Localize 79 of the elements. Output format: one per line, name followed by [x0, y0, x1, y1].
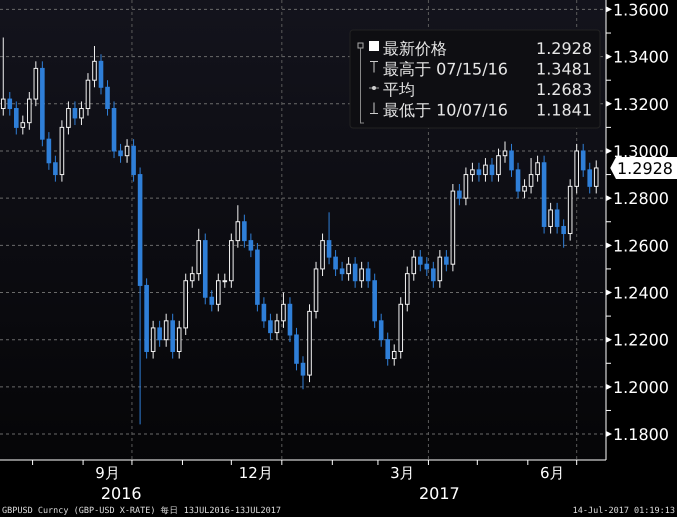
- candlestick: [150, 320, 156, 360]
- candlestick: [53, 155, 58, 182]
- candlestick: [190, 266, 195, 288]
- candlestick: [411, 250, 416, 282]
- candlestick: [444, 250, 449, 272]
- candlestick: [359, 261, 364, 288]
- y-tick-label: 1.1800: [613, 425, 669, 444]
- candlestick: [378, 313, 384, 348]
- candlestick: [580, 143, 586, 178]
- x-tick-label: 3月: [390, 464, 415, 482]
- candlestick: [476, 162, 482, 182]
- candlestick: [326, 212, 332, 265]
- candlestick: [20, 115, 26, 135]
- candlestick: [340, 261, 344, 282]
- candlestick: [14, 100, 19, 135]
- candlestick: [157, 320, 162, 348]
- candlestick: [561, 218, 566, 248]
- candlestick: [216, 273, 221, 312]
- candlestick: [366, 261, 370, 288]
- text: 平均 1.2683: [383, 80, 592, 99]
- candlestick: [352, 256, 358, 288]
- candlestick: [424, 256, 430, 276]
- candlestick: [464, 166, 468, 206]
- x-tick-label: 6月: [540, 464, 565, 482]
- candlestick: [176, 320, 182, 360]
- text: 最高于 07/15/16 1.3481: [383, 60, 592, 78]
- candlestick: [385, 332, 390, 366]
- candlestick: [418, 250, 423, 272]
- candlestick: [333, 250, 338, 276]
- candlestick: [587, 162, 592, 194]
- candlestick: [528, 158, 534, 194]
- candlestick: [281, 292, 286, 328]
- candlestick: [46, 132, 52, 170]
- y-tick-label: 1.3200: [613, 94, 669, 114]
- y-tick-label: 1.2200: [613, 330, 669, 350]
- candlestick: [262, 296, 266, 328]
- candlestick: [236, 204, 240, 248]
- candlestick: [268, 313, 273, 340]
- last-price-tag: 1.2928: [610, 156, 677, 179]
- text: 14-Jul-2017 01:19:13: [572, 506, 675, 516]
- x-tick-label: 9月: [95, 464, 120, 482]
- candlestick: [66, 100, 71, 135]
- candlestick: [548, 202, 553, 234]
- candlestick: [392, 344, 397, 366]
- candlestick: [535, 155, 540, 182]
- candlestick: [27, 92, 32, 130]
- text: 2016: [100, 484, 142, 503]
- text: GBPUSD Curncy (GBP-USD X-RATE) 每日 13JUL2016-13JUL2017: [2, 505, 281, 516]
- candlestick: [7, 92, 12, 116]
- candlestick: [554, 202, 560, 234]
- candlestick: [0, 37, 6, 116]
- candlestick: [274, 313, 280, 340]
- candlestick: [438, 250, 442, 288]
- candlestick: [124, 138, 130, 164]
- text: 最新价格 1.2928: [383, 39, 592, 58]
- candlestick: [346, 256, 351, 282]
- y-tick-label: 1.2000: [613, 378, 669, 397]
- y-tick-label: 1.3600: [613, 0, 669, 20]
- candlestick: [72, 100, 78, 126]
- candlestick: [483, 158, 488, 182]
- x-tick-label: 12月: [238, 464, 273, 482]
- candlestick: [164, 313, 168, 348]
- candlestick: [248, 233, 254, 258]
- candlestick: [457, 184, 462, 206]
- text: 最低于 10/07/16 1.1841: [383, 100, 592, 120]
- candlestick: [490, 158, 494, 182]
- candlestick: [222, 273, 228, 288]
- y-tick-label: 1.2600: [613, 236, 669, 256]
- y-tick-label: 1.2800: [613, 189, 669, 208]
- text: 2017: [418, 484, 460, 503]
- candlestick: [522, 178, 527, 199]
- candlestick: [431, 261, 436, 288]
- candlestick: [242, 214, 247, 248]
- y-tick-label: 1.3400: [613, 48, 669, 67]
- candlestick: [470, 162, 475, 182]
- candlestick: [209, 290, 214, 312]
- y-tick-label: 1.2400: [613, 284, 669, 303]
- annotation: 1.2928: [617, 158, 673, 178]
- candlestick: [594, 160, 599, 194]
